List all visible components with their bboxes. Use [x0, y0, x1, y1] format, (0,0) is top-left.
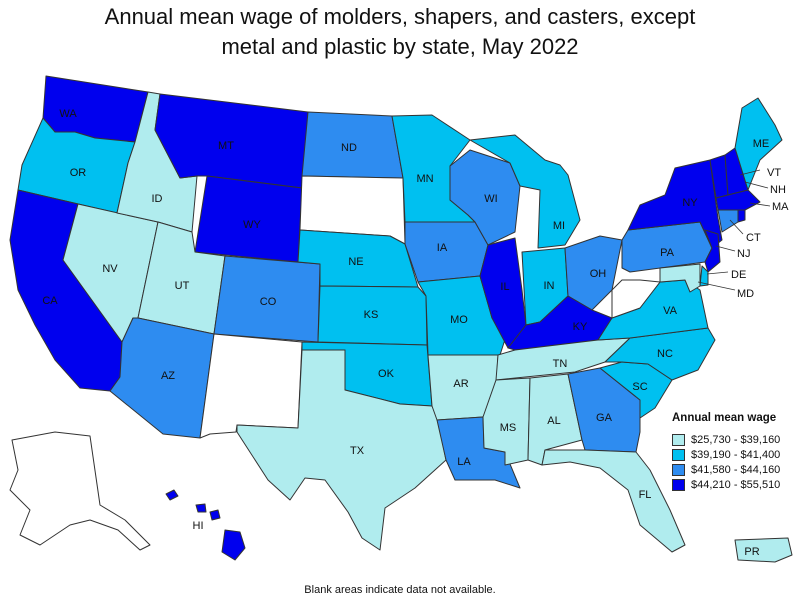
state-label-vt: VT	[767, 167, 781, 179]
state-maine[interactable]	[734, 97, 783, 191]
leader-line-nj	[715, 245, 736, 252]
state-label-de: DE	[731, 269, 746, 281]
state-label-wy: WY	[243, 219, 261, 231]
state-label-ky: KY	[573, 321, 588, 333]
state-label-ks: KS	[364, 309, 379, 321]
state-label-ne: NE	[348, 256, 363, 268]
state-label-in: IN	[544, 280, 555, 292]
state-label-mo: MO	[450, 314, 468, 326]
legend-item: $41,580 - $44,160	[672, 462, 780, 477]
state-label-id: ID	[152, 193, 163, 205]
state-alaska[interactable]	[9, 431, 151, 551]
leader-line-de	[706, 271, 729, 275]
state-label-az: AZ	[161, 370, 175, 382]
state-label-ok: OK	[378, 368, 395, 380]
state-label-al: AL	[547, 415, 560, 427]
state-delaware[interactable]	[699, 265, 709, 287]
leader-line-nh	[744, 181, 769, 189]
state-label-mi: MI	[553, 220, 565, 232]
legend-item: $25,730 - $39,160	[672, 432, 780, 447]
state-label-md: MD	[737, 288, 754, 300]
leader-line-vt	[739, 169, 761, 176]
state-new-york[interactable]	[627, 159, 723, 249]
state-connecticut[interactable]	[717, 209, 739, 233]
state-label-or: OR	[70, 167, 87, 179]
state-hawaii[interactable]	[165, 489, 246, 561]
state-label-pr: PR	[744, 546, 759, 558]
state-label-nj: NJ	[737, 248, 750, 260]
state-label-fl: FL	[639, 489, 652, 501]
state-wisconsin[interactable]	[449, 149, 521, 246]
state-label-wi: WI	[484, 193, 497, 205]
legend-title: Annual mean wage	[672, 412, 777, 424]
state-texas[interactable]	[236, 349, 447, 551]
state-label-ga: GA	[596, 412, 613, 424]
legend-swatch	[672, 448, 685, 461]
state-label-nh: NH	[770, 184, 786, 196]
map-title: Annual mean wage of molders, shapers, an…	[0, 2, 800, 62]
state-label-tn: TN	[553, 358, 568, 370]
legend-swatch	[672, 478, 685, 491]
state-label-la: LA	[457, 456, 471, 468]
state-label-ut: UT	[175, 280, 190, 292]
legend-item: $39,190 - $41,400	[672, 447, 780, 462]
legend-swatch	[672, 463, 685, 476]
state-label-ct: CT	[746, 232, 761, 244]
state-label-me: ME	[753, 138, 770, 150]
state-label-pa: PA	[660, 247, 675, 259]
state-label-ar: AR	[453, 378, 468, 390]
legend-label: $41,580 - $44,160	[691, 463, 781, 476]
legend-label: $44,210 - $55,510	[691, 478, 781, 491]
state-label-tx: TX	[350, 445, 365, 457]
legend-swatch	[672, 433, 685, 446]
state-florida[interactable]	[541, 449, 686, 553]
state-label-ma: MA	[772, 201, 789, 213]
state-label-hi: HI	[193, 520, 204, 532]
state-label-nd: ND	[341, 142, 357, 154]
state-label-wa: WA	[59, 108, 77, 120]
state-label-ny: NY	[682, 197, 698, 209]
state-puerto-rico[interactable]	[734, 537, 793, 563]
state-label-ms: MS	[500, 422, 517, 434]
map-title-line-2: metal and plastic by state, May 2022	[221, 34, 579, 59]
state-label-ia: IA	[437, 242, 448, 254]
legend-label: $25,730 - $39,160	[691, 433, 781, 446]
legend-label: $39,190 - $41,400	[691, 448, 781, 461]
state-maryland[interactable]	[659, 263, 701, 293]
state-label-va: VA	[663, 305, 678, 317]
leader-line-ma	[749, 202, 771, 207]
legend: Annual mean wage $25,730 - $39,160 $39,1…	[672, 412, 780, 492]
map-title-line-1: Annual mean wage of molders, shapers, an…	[104, 4, 696, 29]
state-label-nc: NC	[657, 348, 673, 360]
state-label-ca: CA	[42, 295, 58, 307]
state-rhode-island[interactable]	[737, 209, 746, 223]
state-label-oh: OH	[590, 268, 607, 280]
state-label-mt: MT	[218, 140, 234, 152]
legend-item: $44,210 - $55,510	[672, 477, 780, 492]
state-label-il: IL	[500, 281, 509, 293]
leader-line-md	[697, 281, 736, 291]
state-label-mn: MN	[416, 173, 433, 185]
state-michigan[interactable]	[469, 134, 581, 249]
state-new-mexico[interactable]	[199, 333, 303, 439]
state-label-co: CO	[260, 296, 277, 308]
state-label-nv: NV	[102, 263, 118, 275]
footnote: Blank areas indicate data not available.	[304, 584, 496, 596]
state-label-sc: SC	[632, 381, 647, 393]
leader-line-ct	[729, 219, 744, 235]
